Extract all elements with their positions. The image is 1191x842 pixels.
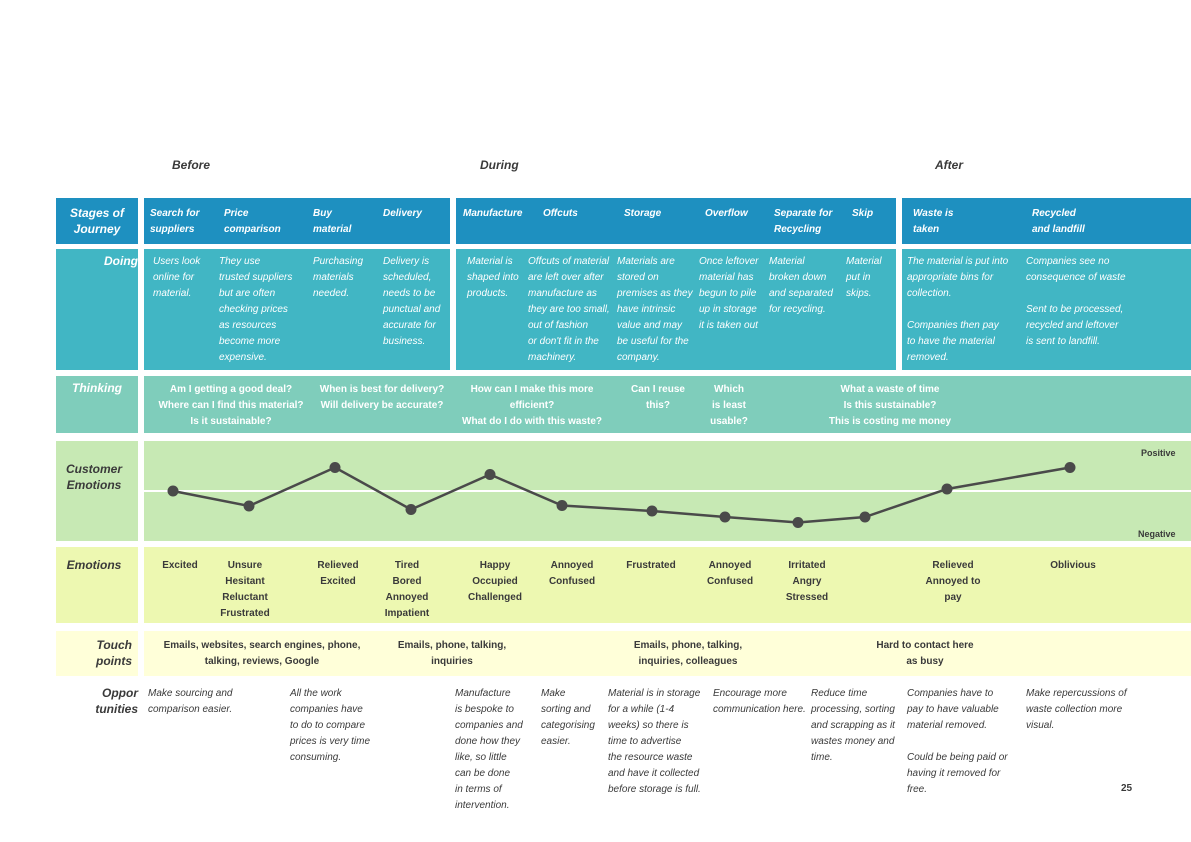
emotion-8: Annoyed Confused	[706, 560, 754, 587]
emotion-7: Frustrated	[626, 560, 676, 571]
stage-separate-for-recycling: Separate for Recycling	[774, 208, 833, 235]
emotion-point-11	[941, 483, 953, 495]
thinking-block	[144, 376, 1191, 433]
emotion-11: Oblivious	[1050, 560, 1096, 571]
emotions-line	[172, 466, 1071, 524]
emotion-point-2	[243, 500, 255, 512]
axis-label-positive: Positive	[1141, 448, 1176, 458]
phase-after: After	[935, 158, 964, 172]
emotion-5: Happy Occupied Challenged	[468, 560, 522, 603]
opportunity-5: Material is in storage for a while (1-4 …	[608, 688, 701, 795]
emotion-point-9	[792, 517, 804, 528]
emotion-point-4	[405, 504, 417, 515]
stage-storage: Storage	[624, 208, 662, 219]
emotions-block	[144, 547, 1191, 623]
touchpoint-4: Hard to contact here as busy	[876, 640, 974, 667]
stage-waste-is-taken: Waste is taken	[913, 208, 954, 235]
phase-during: During	[480, 158, 519, 172]
row-label-emotions-cell: Emotions	[56, 547, 138, 623]
thinking-during-3: Which is least usable?	[710, 384, 748, 427]
doing-buy-material: Purchasing materials needed.	[313, 256, 364, 299]
stage-offcuts: Offcuts	[543, 208, 578, 219]
doing-block-before	[144, 249, 450, 370]
stage-buy-material: Buy material	[313, 208, 352, 235]
opportunity-7: Reduce time processing, sorting and scra…	[811, 688, 895, 763]
row-label-customer-emotions-cell: Customer Emotions	[56, 441, 138, 541]
doing-block-during	[456, 249, 896, 370]
row-label-opportunities: Oppor tunities	[95, 686, 138, 716]
row-label-touchpoints-cell: Touch points	[56, 631, 138, 676]
emotion-4: Tired Bored Annoyed Impatient	[384, 560, 430, 619]
opportunity-4: Make sorting and categorising easier.	[541, 688, 595, 747]
doing-storage: Materials are stored on premises as they…	[617, 256, 693, 363]
emotion-2: Unsure Hesitant Reluctant Frustrated	[220, 560, 270, 619]
doing-offcuts: Offcuts of material are left over after …	[528, 256, 610, 363]
stages-block-before	[144, 198, 450, 244]
row-label-doing: Doing	[104, 254, 138, 268]
doing-skip: Material put in skips.	[846, 256, 882, 299]
opportunity-6: Encourage more communication here.	[713, 688, 806, 715]
stage-skip: Skip	[852, 208, 874, 219]
thinking-during-2: Can I reuse this?	[631, 384, 685, 411]
stages-block-after	[902, 198, 1191, 244]
doing-price-comparison: They use trusted suppliers but are often…	[219, 256, 293, 363]
stage-manufacture: Manufacture	[463, 208, 523, 219]
row-label-customer-emotions: Customer Emotions	[65, 462, 122, 492]
customer-emotions-chart	[144, 462, 1191, 528]
touchpoint-1: Emails, websites, search engines, phone,…	[163, 640, 361, 667]
doing-waste-taken: The material is put into appropriate bin…	[907, 256, 1009, 363]
axis-label-negative: Negative	[1138, 529, 1176, 539]
emotion-point-7	[646, 505, 658, 517]
doing-delivery: Delivery is scheduled, needs to be punct…	[383, 256, 441, 347]
thinking-before-1: Am I getting a good deal? Where can I fi…	[158, 384, 304, 427]
touchpoint-2: Emails, phone, talking, inquiries	[397, 640, 507, 667]
emotion-point-8	[719, 511, 731, 523]
opportunity-8: Companies have to pay to have valuable m…	[907, 688, 1008, 795]
emotion-6: Annoyed Confused	[548, 560, 596, 587]
phase-before: Before	[172, 158, 211, 172]
touchpoint-3: Emails, phone, talking, inquiries, colle…	[633, 640, 743, 667]
row-label-emotions: Emotions	[66, 558, 122, 572]
row-label-doing-cell: Doing	[56, 249, 138, 370]
row-label-thinking: Thinking	[72, 381, 122, 395]
stage-recycled-and-landfill: Recycled and landfill	[1032, 208, 1085, 235]
emotion-point-3	[329, 462, 341, 473]
stage-overflow: Overflow	[705, 208, 748, 219]
row-label-stages-cell: Stages of Journey	[56, 198, 138, 244]
emotion-1: Excited	[162, 560, 198, 571]
stage-search-for-suppliers: Search for suppliers	[150, 208, 200, 235]
emotion-point-5	[484, 469, 496, 480]
doing-overflow: Once leftover material has begun to pile…	[699, 256, 759, 331]
row-label-thinking-cell: Thinking	[56, 376, 138, 433]
emotion-point-6	[556, 500, 568, 511]
doing-manufacture: Material is shaped into products.	[467, 256, 519, 299]
stage-price-comparison: Price comparison	[224, 208, 281, 235]
thinking-before-2: When is best for delivery? Will delivery…	[319, 384, 445, 411]
thinking-during-1: How can I make this more efficient? What…	[462, 384, 602, 427]
doing-recycled-landfill: Companies see no consequence of waste Se…	[1026, 256, 1126, 347]
opportunity-2: All the work companies have to do to com…	[290, 688, 371, 763]
emotion-9: Irritated Angry Stressed	[785, 560, 829, 603]
stages-block-during	[456, 198, 896, 244]
opportunity-1: Make sourcing and comparison easier.	[148, 688, 233, 715]
thinking-after: What a waste of time Is this sustainable…	[828, 384, 952, 427]
row-label-touchpoints: Touch points	[96, 638, 132, 668]
emotion-3: Relieved Excited	[317, 560, 359, 587]
page-number: 25	[1121, 783, 1133, 794]
doing-search: Users look online for material.	[153, 256, 201, 299]
emotion-point-12	[1064, 462, 1076, 473]
doing-separate: Material broken down and separated for r…	[769, 256, 833, 315]
opportunity-3: Manufacture is bespoke to companies and …	[455, 688, 523, 811]
row-label-stages: Stages of Journey	[69, 206, 124, 236]
emotion-point-10	[859, 511, 871, 523]
emotion-10: Relieved Annoyed to pay	[925, 560, 981, 603]
emotion-point-1	[167, 485, 179, 497]
stage-delivery: Delivery	[383, 208, 422, 219]
opportunity-9: Make repercussions of waste collection m…	[1026, 688, 1127, 731]
doing-block-after	[902, 249, 1191, 370]
touchpoints-block	[144, 631, 1191, 676]
